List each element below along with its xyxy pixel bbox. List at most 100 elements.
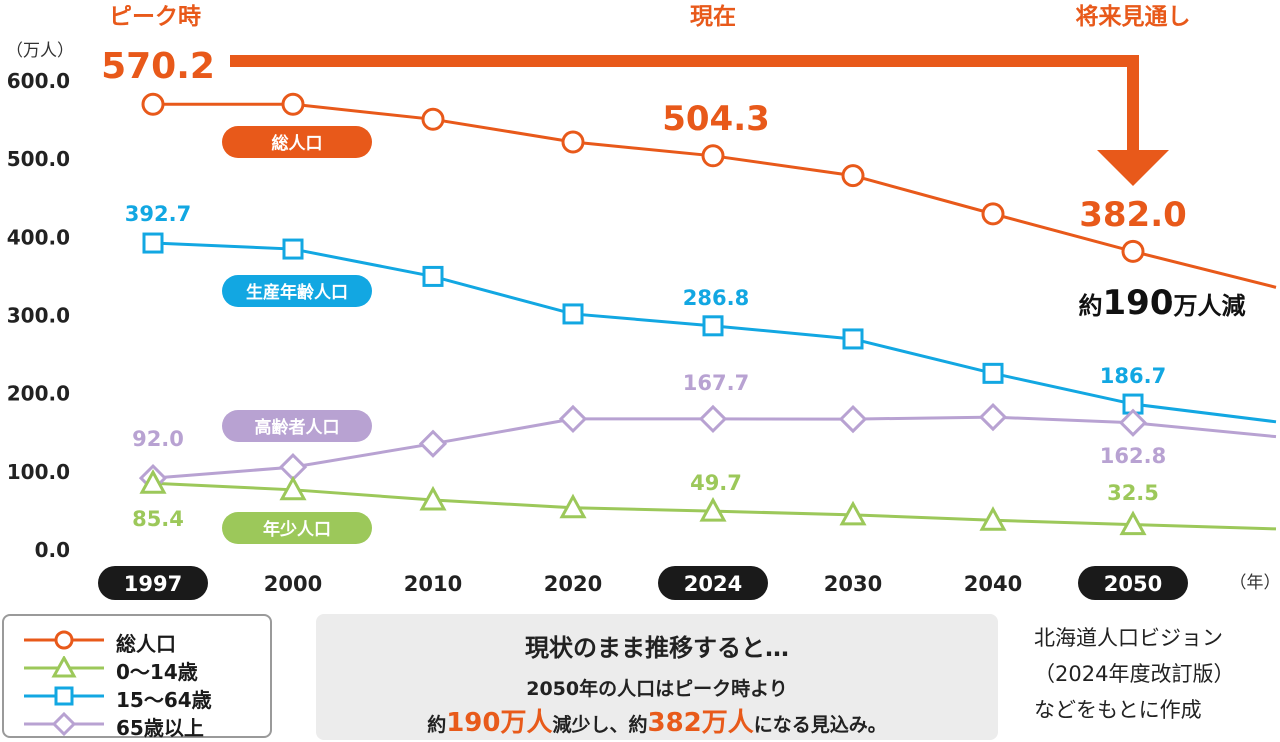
data-point (559, 493, 587, 519)
circle-marker-icon (24, 630, 104, 650)
x-tick-label: 1997 (124, 572, 182, 596)
data-point (558, 404, 588, 434)
summary-line1: 2050年の人口はピーク時より (526, 678, 788, 700)
source-note: 北海道人口ビジョン （2024年度改訂版） などをもとに作成 (1034, 620, 1280, 728)
legend: 総人口 0〜14歳 15〜64歳 65歳以上 (2, 614, 274, 740)
series-name-total-pill (222, 126, 372, 158)
data-point (1119, 510, 1147, 536)
y-tick-label: 500.0 (7, 147, 70, 171)
data-point (141, 92, 165, 116)
data-point (282, 238, 304, 260)
decrease-label: 約190万人減 (1079, 283, 1246, 323)
decrease-arrow-line (230, 55, 1139, 152)
legend-label: 65歳以上 (116, 716, 204, 740)
data-label: 92.0 (132, 427, 184, 451)
summary-text: 約 (427, 714, 447, 736)
diamond-marker-icon (24, 712, 104, 736)
summary-line2: 約190万人減少し、約382万人になる見込み。 (316, 702, 998, 739)
data-point (139, 469, 167, 494)
series-name-youth-pill (222, 512, 372, 544)
data-label: 186.7 (1100, 364, 1166, 388)
x-tick-label: 2020 (544, 572, 602, 596)
x-tick-label: 2050 (1104, 572, 1162, 596)
decrease-arrow-head (1097, 150, 1169, 186)
period-label-now: 現在 (690, 3, 736, 30)
summary-heading: 現状のまま推移すると… (525, 634, 789, 662)
data-point (841, 164, 865, 188)
data-point (839, 500, 867, 526)
series-name-total-pill-label: 総人口 (272, 133, 323, 154)
summary-box: 現状のまま推移すると… 2050年の人口はピーク時より 約190万人減少し、約3… (316, 614, 998, 740)
series-name-working-pill (222, 275, 372, 307)
series-name-youth-pill-label: 年少人口 (263, 519, 331, 540)
x-tick-highlight (658, 566, 768, 600)
y-tick-label: 600.0 (7, 69, 70, 93)
data-label: 392.7 (125, 202, 191, 226)
data-label: 32.5 (1107, 481, 1159, 505)
x-tick-label: 2030 (824, 572, 882, 596)
legend-item-total: 総人口 (4, 626, 274, 656)
source-line: などをもとに作成 (1034, 698, 1202, 722)
data-point (1121, 239, 1145, 263)
x-tick-label: 2010 (404, 572, 462, 596)
data-point (562, 303, 584, 325)
period-label-future: 将来見通し (1076, 4, 1191, 30)
data-point (698, 404, 728, 434)
data-point (701, 144, 725, 168)
x-tick-label: 2040 (964, 572, 1022, 596)
summary-text: 減少し、約 (552, 714, 648, 736)
y-tick-label: 0.0 (35, 538, 70, 562)
x-tick-highlight (1078, 566, 1188, 600)
y-tick-label: 400.0 (7, 225, 70, 249)
data-point (978, 402, 1008, 432)
series-name-elderly-pill-label: 高齢者人口 (255, 417, 340, 438)
x-tick-highlight (98, 566, 208, 600)
source-line: （2024年度改訂版） (1034, 662, 1235, 686)
data-label: 504.3 (662, 99, 770, 139)
data-label: 85.4 (132, 507, 184, 531)
data-label: 162.8 (1100, 444, 1166, 468)
data-label: 286.8 (683, 286, 749, 310)
decrease-prefix: 約 (1079, 292, 1103, 320)
data-point (421, 107, 445, 131)
data-point (702, 315, 724, 337)
summary-highlight: 190万人 (446, 708, 553, 738)
y-tick-label: 200.0 (7, 382, 70, 406)
x-tick-label: 2000 (264, 572, 322, 596)
data-point (838, 404, 868, 434)
triangle-marker-icon (24, 656, 104, 678)
data-point (281, 92, 305, 116)
summary-text: になる見込み。 (753, 714, 887, 736)
data-label: 49.7 (690, 471, 742, 495)
data-point (982, 362, 1004, 384)
summary-highlight: 382万人 (647, 708, 754, 738)
source-line: 北海道人口ビジョン (1034, 626, 1223, 650)
series-name-working-pill-label: 生産年齢人口 (246, 282, 348, 303)
square-marker-icon (24, 686, 104, 706)
y-tick-label: 100.0 (7, 460, 70, 484)
data-label: 167.7 (683, 371, 749, 395)
data-point (981, 202, 1005, 226)
data-point (279, 475, 307, 501)
legend-label: 総人口 (116, 632, 176, 656)
data-point (699, 497, 727, 522)
legend-item-working: 15〜64歳 (4, 682, 274, 712)
x-axis-unit: （年） (1230, 573, 1280, 593)
data-point (142, 232, 164, 254)
population-chart: 600.0 500.0 400.0 300.0 200.0 100.0 0.0 （万人） 199… (6, 3, 1280, 600)
y-tick-label: 300.0 (7, 304, 70, 328)
data-point (842, 328, 864, 350)
legend-item-elderly: 65歳以上 (4, 710, 274, 740)
data-point (979, 506, 1007, 531)
x-tick-label: 2024 (684, 572, 742, 596)
data-point (561, 130, 585, 154)
data-label: 570.2 (101, 46, 215, 87)
legend-label: 0〜14歳 (116, 660, 198, 684)
y-axis-unit: （万人） (6, 41, 74, 61)
legend-item-youth: 0〜14歳 (4, 654, 274, 684)
series-name-elderly-pill (222, 410, 372, 442)
decrease-suffix: 万人減 (1173, 292, 1245, 320)
period-label-peak: ピーク時 (109, 4, 201, 30)
data-point (419, 485, 447, 511)
